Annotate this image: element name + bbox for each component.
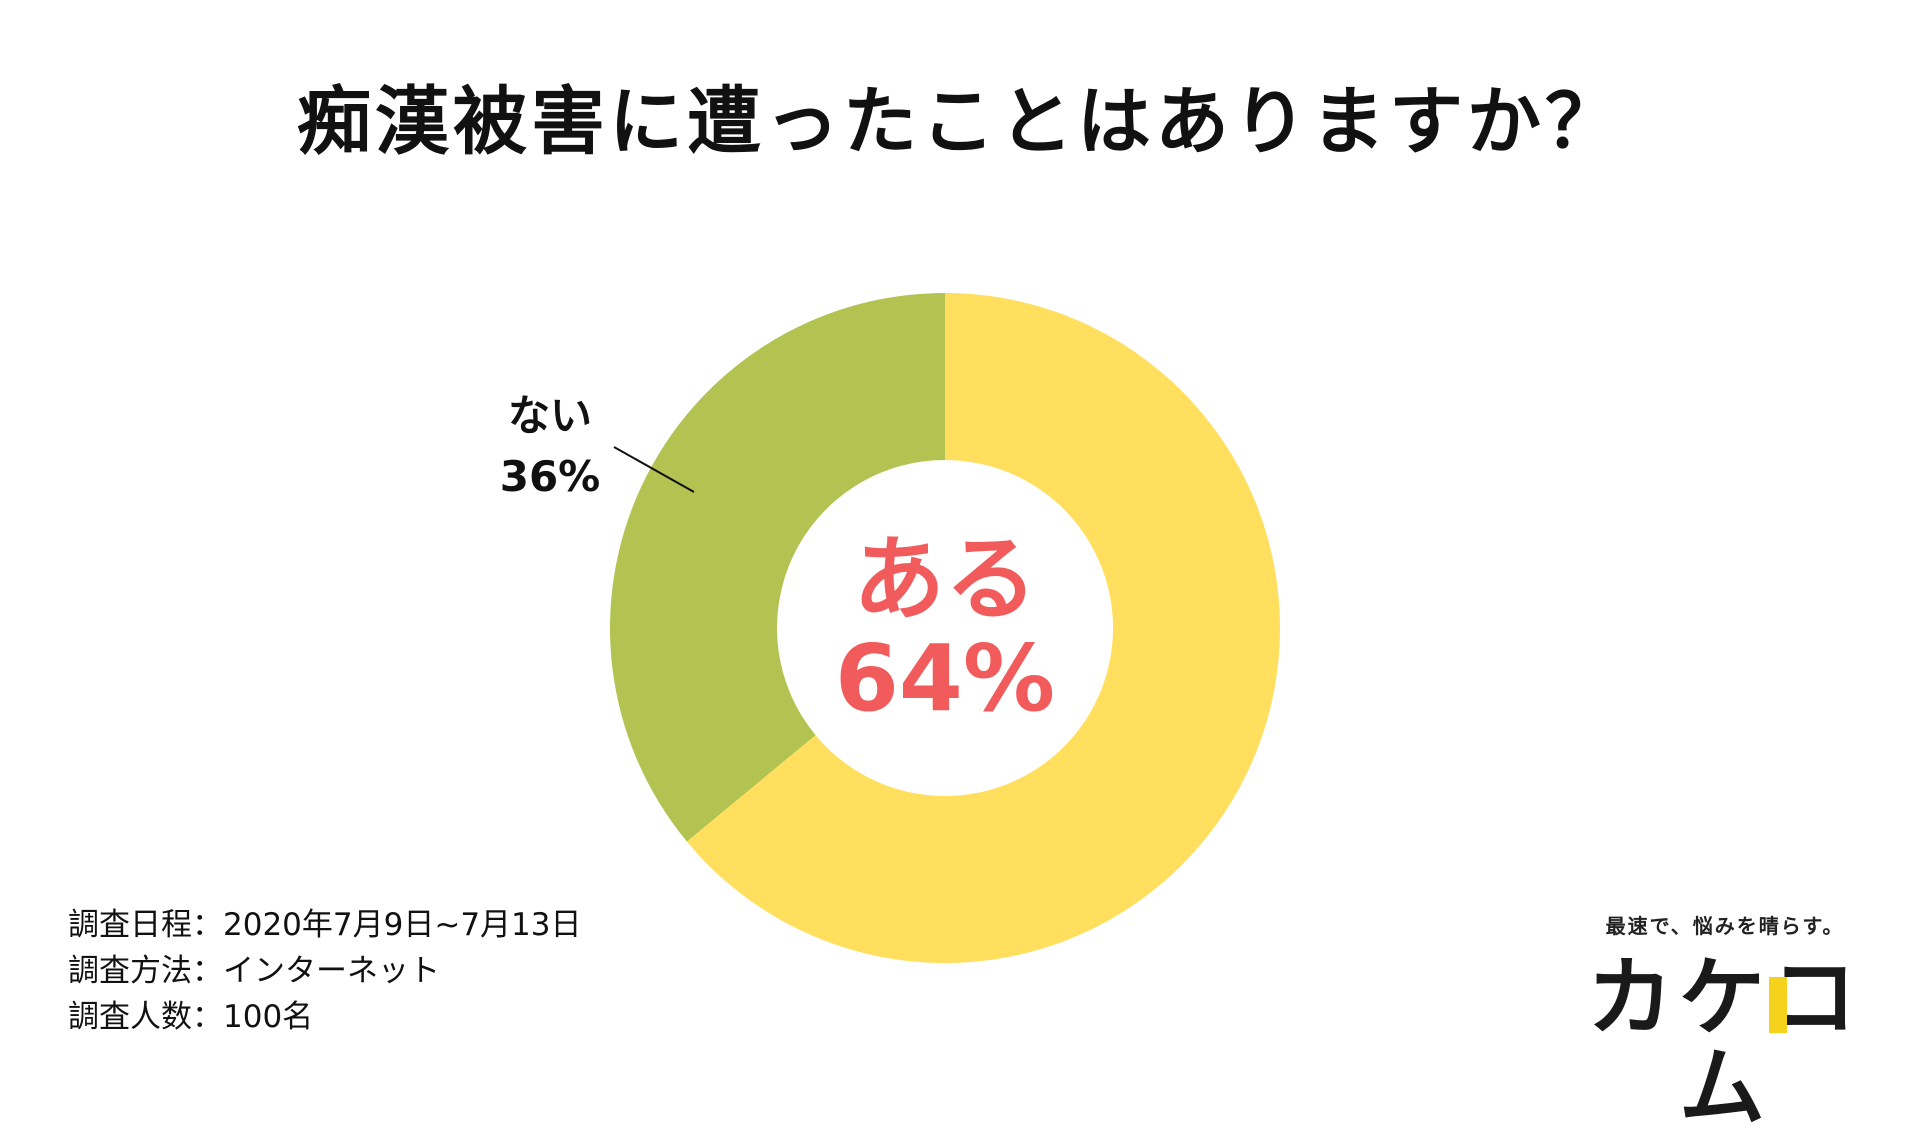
brand-logo-text: カケコム <box>1587 948 1863 1138</box>
donut-slice-0 <box>686 293 1280 964</box>
brand-logo: カケコム <box>1575 953 1875 1133</box>
donut-slice-1 <box>610 293 945 842</box>
donut-chart: ある 64% ない 36% <box>499 293 1280 964</box>
brand-tagline: 最速で、悩みを晴らす。 <box>1605 914 1845 938</box>
brand-block: 最速で、悩みを晴らす。 カケコム <box>1575 910 1875 1133</box>
survey-info: 調査日程：2020年7月9日~7月13日 調査方法：インターネット 調査人数：1… <box>68 902 581 1040</box>
chart-title: 痴漢被害に遭ったことはありますか？ <box>297 79 1623 165</box>
survey-method: 調査方法：インターネット <box>68 953 440 989</box>
brand-logo-accent <box>1769 977 1787 1033</box>
survey-date: 調査日程：2020年7月9日~7月13日 <box>68 907 582 943</box>
slice-value-aru: 64% <box>834 625 1056 732</box>
leader-line-nai <box>613 446 695 493</box>
survey-count: 調査人数：100名 <box>68 999 314 1035</box>
donut-svg <box>610 293 1280 964</box>
slice-label-nai: ない <box>507 391 592 440</box>
slice-value-nai: 36% <box>499 452 601 501</box>
slice-label-aru: ある <box>852 526 1037 633</box>
